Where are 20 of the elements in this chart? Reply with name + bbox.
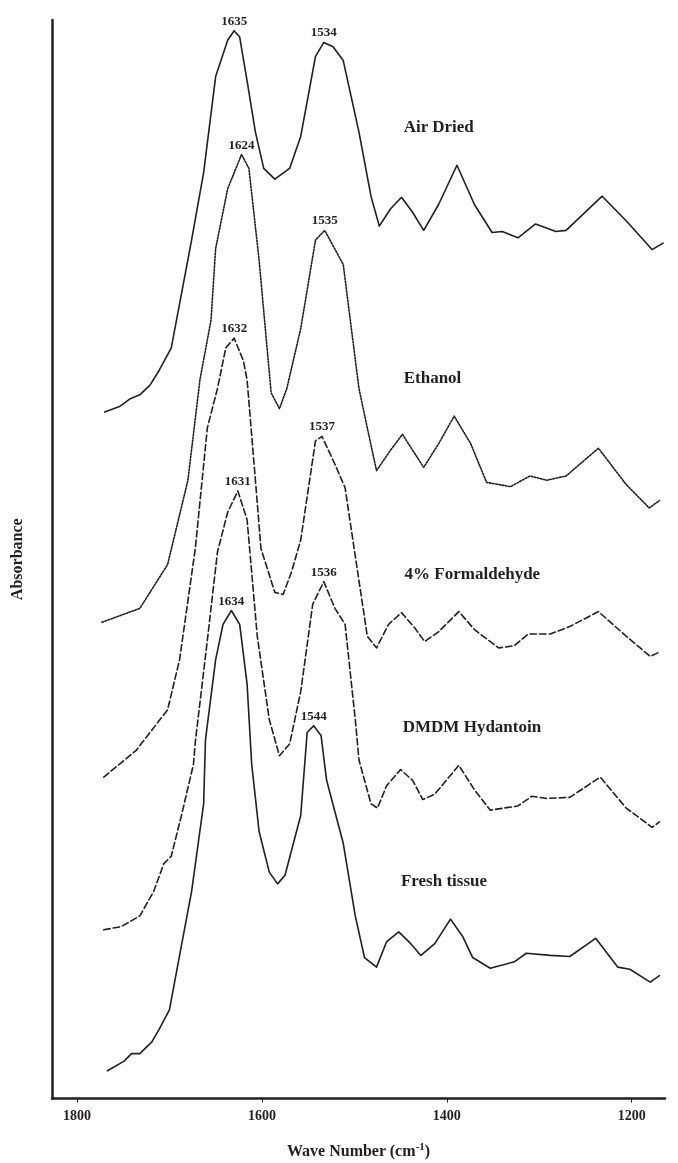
- annotation: 1536: [310, 563, 338, 579]
- annotation: 1544: [300, 707, 328, 723]
- text: Fresh tissue: [400, 871, 488, 891]
- y-axis-title: Absorbance: [7, 518, 25, 601]
- annotation: 1535: [311, 212, 339, 228]
- series-label: Ethanol: [403, 368, 462, 388]
- annotation: 1624: [228, 136, 256, 152]
- annotation: 1631: [224, 472, 251, 488]
- annotation: 1632: [221, 320, 248, 336]
- series-label: DMDM Hydantoin: [402, 717, 542, 737]
- annotation: 1634: [218, 592, 245, 608]
- series-label: 4% Formaldehyde: [404, 563, 541, 583]
- annotation: 1534: [310, 24, 338, 40]
- x-tick-label: 1200: [617, 1108, 646, 1123]
- annotation: 1635: [221, 12, 248, 28]
- x-tick-label: 1800: [62, 1108, 91, 1123]
- annotation: 1537: [308, 418, 336, 434]
- x-tick-label: 1400: [432, 1108, 461, 1123]
- x-tick-label: 1600: [247, 1108, 276, 1123]
- series-label: Air Dried: [403, 117, 475, 137]
